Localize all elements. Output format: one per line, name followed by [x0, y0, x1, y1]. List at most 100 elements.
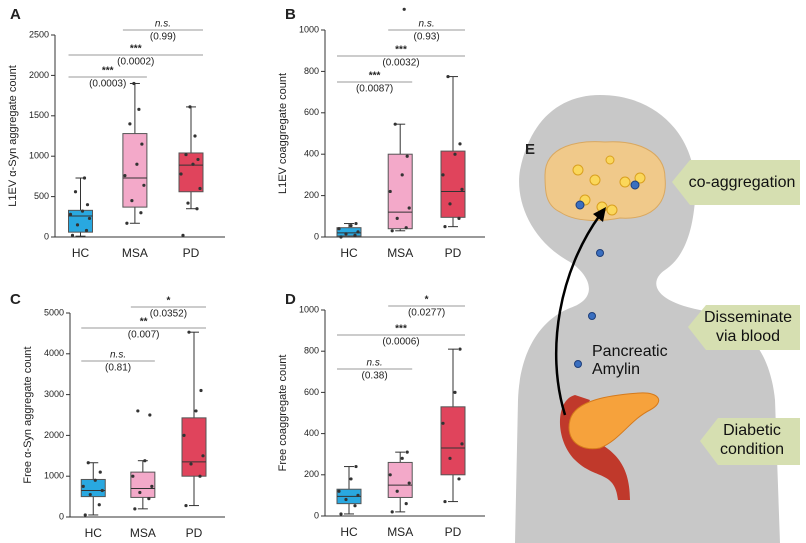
box-plot: C Free α-Syn aggregate count 0 1000 2000 3000… — [10, 291, 225, 540]
y-tick-label: 600 — [304, 107, 319, 117]
data-point — [443, 499, 447, 504]
panel-letter: C — [10, 291, 21, 308]
data-point — [193, 134, 197, 138]
x-tick-label: PD — [186, 526, 203, 540]
data-point — [201, 454, 205, 458]
data-point — [73, 190, 78, 194]
data-point — [97, 503, 101, 507]
box — [68, 209, 93, 233]
data-point — [460, 442, 464, 446]
p-value: (0.0087) — [356, 84, 393, 95]
data-point — [135, 162, 139, 166]
y-tick-label: 600 — [304, 387, 319, 397]
data-point — [393, 122, 397, 126]
y-tick-label: 1000 — [299, 304, 319, 314]
data-point — [87, 216, 92, 221]
data-point — [339, 235, 343, 239]
data-point — [148, 413, 152, 417]
box — [178, 152, 204, 193]
data-point — [354, 221, 358, 226]
data-point — [150, 484, 154, 488]
label: co-aggregation — [689, 174, 796, 191]
label-box — [672, 160, 800, 205]
data-point — [344, 497, 348, 502]
data-point — [349, 224, 353, 228]
data-point — [457, 216, 461, 220]
y-tick-label: 1000 — [44, 471, 64, 481]
data-point — [443, 225, 447, 229]
data-point — [142, 183, 146, 187]
data-point — [130, 199, 134, 203]
data-point — [388, 189, 392, 194]
data-point — [458, 142, 462, 146]
data-point — [198, 474, 202, 478]
data-point — [405, 154, 409, 158]
data-point — [88, 492, 92, 497]
data-point — [133, 507, 137, 511]
x-tick-label: HC — [340, 246, 358, 260]
data-point — [98, 470, 102, 474]
label: Disseminate — [704, 309, 792, 326]
data-point — [187, 330, 191, 334]
data-point — [75, 223, 80, 227]
x-tick-label: MSA — [387, 525, 413, 539]
label-box — [688, 305, 800, 350]
data-point — [395, 489, 399, 493]
significance-label: *** — [102, 66, 114, 77]
box — [80, 478, 106, 498]
data-point — [349, 477, 353, 481]
y-tick-label: 500 — [34, 191, 49, 201]
data-point — [388, 473, 392, 477]
data-point — [404, 502, 408, 506]
p-value: (0.0277) — [408, 308, 445, 319]
x-tick-label: HC — [340, 525, 358, 539]
data-point — [186, 201, 190, 205]
data-point — [453, 390, 457, 394]
data-point — [441, 173, 445, 177]
data-point — [184, 503, 188, 508]
box — [440, 406, 466, 476]
label: condition — [720, 441, 784, 458]
label: via blood — [716, 328, 780, 345]
data-point — [184, 152, 188, 157]
data-point — [448, 456, 452, 460]
x-tick-label: MSA — [387, 246, 413, 260]
data-point — [390, 229, 394, 233]
box — [130, 471, 156, 498]
arrow-head — [593, 207, 606, 222]
y-tick-label: 1500 — [29, 110, 49, 120]
x-tick-label: MSA — [130, 526, 156, 540]
significance-label: *** — [369, 71, 381, 82]
data-point — [189, 462, 193, 466]
data-point — [140, 142, 144, 146]
data-point — [188, 105, 192, 109]
x-tick-label: HC — [85, 526, 103, 540]
data-point — [441, 421, 445, 425]
y-axis-label: L1EV coaggregate count — [277, 73, 289, 194]
y-tick-label: 800 — [304, 346, 319, 356]
y-axis-label: Free α-Syn aggregate count — [22, 346, 34, 483]
data-point — [395, 216, 399, 220]
box — [181, 417, 207, 477]
data-point — [407, 481, 411, 485]
p-value: (0.0032) — [382, 58, 419, 69]
box — [122, 133, 148, 208]
data-point — [81, 484, 85, 488]
y-tick-label: 2000 — [29, 70, 49, 80]
data-point — [131, 474, 135, 478]
data-point — [198, 186, 202, 191]
data-point — [194, 409, 198, 413]
data-point — [457, 477, 461, 481]
y-tick-label: 2000 — [44, 430, 64, 440]
data-point — [138, 490, 142, 495]
significance-label: *** — [395, 324, 407, 335]
data-point — [123, 173, 127, 178]
p-value: (0.0006) — [382, 337, 419, 348]
data-point — [70, 233, 75, 237]
box-plot: A L1EV α-Syn aggregate count 0 500 1000 1500 2… — [7, 6, 225, 260]
data-point — [356, 493, 360, 497]
p-value: (0.99) — [150, 32, 176, 43]
data-point — [143, 459, 147, 463]
data-point — [400, 456, 404, 460]
